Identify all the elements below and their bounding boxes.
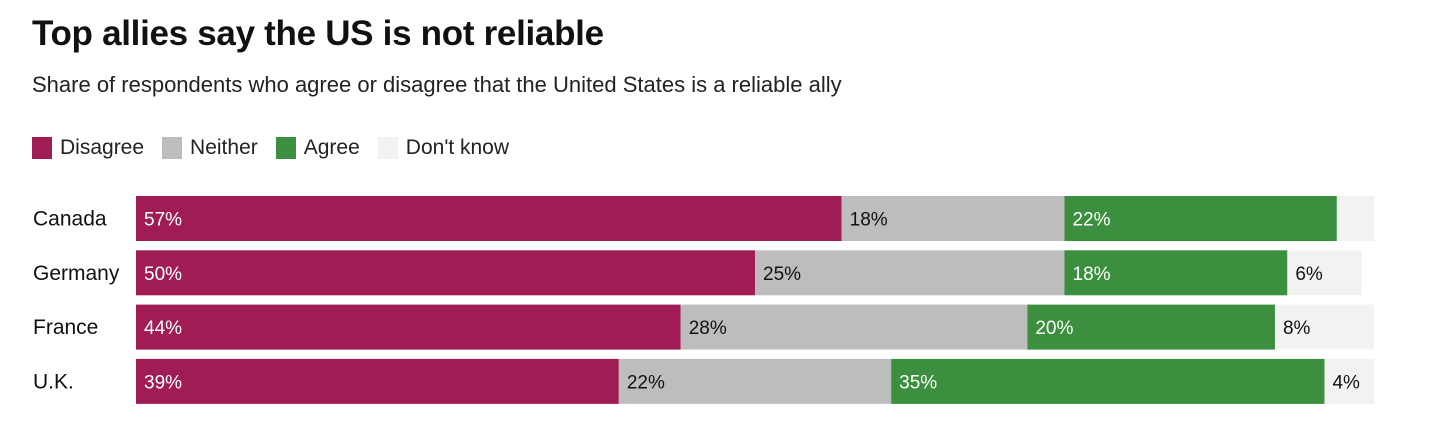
chart-title: Top allies say the US is not reliable [32,14,604,53]
legend-label-neither: Neither [190,136,258,159]
value-label-disagree-u-k: 39% [144,372,182,393]
legend-item-agree: Agree [275,136,360,160]
bar-neither-u-k [618,358,892,404]
value-label-don-t-know-u-k: 4% [1332,372,1360,393]
legend-label-disagree: Disagree [60,136,145,159]
bar-don-t-know-france [1274,304,1374,350]
bar-don-t-know-u-k [1324,358,1374,404]
row-label-germany: Germany [33,262,120,285]
value-label-neither-france: 28% [689,318,727,339]
bar-agree-u-k [891,358,1325,404]
bar-don-t-know-canada [1336,196,1374,241]
bar-disagree-u-k [136,358,619,404]
bar-disagree-canada [136,196,842,241]
value-label-don-t-know-france: 8% [1283,318,1311,339]
legend-swatch-agree [275,137,296,159]
bar-disagree-france [136,304,681,350]
legend-item-disagree: Disagree [32,136,144,160]
row-label-u-k: U.K. [33,370,74,393]
value-label-disagree-france: 44% [144,318,182,339]
bar-neither-france [680,304,1028,350]
bar-disagree-germany [136,250,755,296]
value-label-agree-canada: 22% [1073,210,1111,231]
bar-don-t-know-germany [1287,250,1362,296]
value-label-neither-germany: 25% [763,264,801,285]
value-label-disagree-germany: 50% [144,264,182,285]
value-label-agree-france: 20% [1035,318,1073,339]
bar-agree-canada [1064,196,1337,241]
value-label-neither-u-k: 22% [627,372,665,393]
bar-neither-germany [755,250,1065,296]
bar-neither-canada [841,196,1065,241]
bar-agree-germany [1064,250,1288,296]
row-label-canada: Canada [33,208,107,231]
value-label-don-t-know-germany: 6% [1295,264,1323,285]
legend-swatch-dont-know [377,137,398,159]
legend-item-dont-know: Don't know [377,136,510,160]
legend-label-agree: Agree [303,136,360,159]
row-label-france: France [33,316,98,339]
legend-item-neither: Neither [162,136,258,160]
legend-label-dont-know: Don't know [405,136,510,159]
value-label-agree-germany: 18% [1073,264,1111,285]
bar-agree-france [1027,304,1275,350]
value-label-disagree-canada: 57% [144,210,182,231]
value-label-agree-u-k: 35% [899,372,937,393]
legend-swatch-disagree [32,137,52,159]
value-label-neither-canada: 18% [850,210,888,231]
legend: Disagree Neither Agree Don't know [32,136,527,160]
chart-subtitle: Share of respondents who agree or disagr… [32,72,842,97]
legend-swatch-neither [162,137,183,159]
